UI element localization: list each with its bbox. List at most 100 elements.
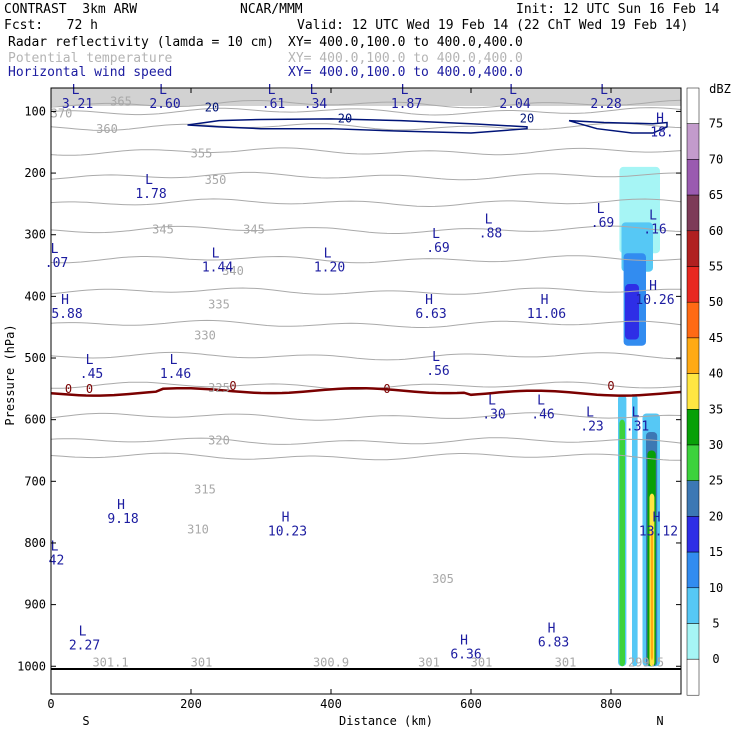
y-tick-label: 500 [24,351,46,365]
extremum-value: 13.12 [639,524,678,539]
theta-contour-330 [50,287,682,295]
theta-label: 320 [208,433,230,447]
extremum-value: .30 [482,407,505,422]
extremum-value: 6.36 [450,648,481,663]
theta-label: 310 [187,523,209,537]
colorbar-swatch [686,159,700,196]
colorbar-swatch [686,123,700,160]
extremum-type: H [548,621,556,636]
center-label: NCAR/MMM [240,2,303,17]
wind-contour-0 [50,386,682,397]
colorbar-swatch [686,587,700,624]
colorbar-label: 15 [709,545,723,559]
colorbar-swatch [686,373,700,410]
colorbar-label: 40 [709,367,723,381]
extremum-type: L [649,208,657,223]
field-wind-xy: XY= 400.0,100.0 to 400.0,400.0 [288,65,523,80]
field-reflectivity: Radar reflectivity (lamda = 10 cm) [8,35,275,50]
init-time: Init: 12 UTC Sun 16 Feb 14 [516,2,720,17]
theta-label: 345 [152,222,174,236]
extremum-type: H [282,510,290,525]
extremum-type: L [597,202,605,217]
colorbar-swatch [686,301,700,339]
theta-label: 301 [418,655,440,669]
theta-contour-335 [50,255,682,264]
x-tick-label: 400 [320,697,342,711]
extremum-value: .16 [643,222,666,237]
extremum-type: L [586,406,594,421]
extremum-value: 11.06 [527,307,566,322]
x-tick-label: 0 [47,697,54,711]
extremum-type: L [488,393,496,408]
extremum-type: H [425,293,433,308]
colorbar-swatch [686,194,700,232]
reflectivity-cell-6 [632,395,638,667]
extremum-type: L [86,353,94,368]
extremum-value: .56 [426,364,449,379]
extremum-value: 3.21 [62,97,93,112]
colorbar-label: 65 [709,188,723,202]
top-band [51,88,681,106]
extremum-value: .31 [626,420,649,435]
extremum-value: 1.20 [314,261,345,276]
extremum-type: H [649,279,657,294]
extremum-value: 2.60 [149,97,180,112]
extremum-value: .45 [80,367,103,382]
extremum-type: H [61,293,69,308]
theta-contour-305 [50,437,682,445]
wind-label: 20 [205,100,219,114]
extremum-type: L [537,393,545,408]
extremum-type: L [170,353,178,368]
theta-label: 345 [243,222,265,236]
extremum-type: L [72,83,80,98]
colorbar-label: 25 [709,474,723,488]
colorbar-label: 70 [709,152,723,166]
extremum-type: L [509,83,517,98]
theta-contour-301 [50,452,681,461]
y-tick-label: 100 [24,104,46,118]
theta-label: 315 [194,483,216,497]
colorbar-unit: dBZ [709,82,731,96]
colorbar-label: 75 [709,117,723,131]
colorbar-swatch [686,444,700,481]
field-theta: Potential temperature [8,51,173,66]
reflectivity-cell-3 [625,284,639,340]
extremum-value: .23 [580,420,603,435]
y-tick-label: 700 [24,474,46,488]
reflectivity-cell-11 [650,530,653,661]
extremum-value: .69 [426,241,449,256]
extremum-value: 10.26 [635,293,674,308]
colorbar-swatch [686,516,700,553]
forecast-hour: Fcst: 72 h [4,18,98,33]
y-tick-label: 800 [24,536,46,550]
colorbar-label: 50 [709,295,723,309]
colorbar-swatch [686,230,700,267]
extremum-value: 10.23 [268,524,307,539]
extremum-type: H [117,498,125,513]
plot-frame [50,87,682,695]
extremum-type: H [656,112,664,127]
theta-label: 330 [194,329,216,343]
colorbar-swatch [686,87,700,124]
colorbar-swatch [686,551,700,589]
contour-labels: 370 365 360 355 350 345 345 340 335 330 325 320 315 3… [51,94,664,669]
theta-label: 360 [96,122,118,136]
colorbar-label: 10 [709,581,723,595]
valid-time: Valid: 12 UTC Wed 19 Feb 14 (22 ChT Wed … [297,18,689,33]
extremum-type: L [485,213,493,228]
field-reflectivity-xy: XY= 400.0,100.0 to 400.0,400.0 [288,35,523,50]
y-tick-label: 400 [24,289,46,303]
theta-label: 301.1 [92,655,128,669]
y-tick-label: 200 [24,166,46,180]
theta-contour-365 [50,107,682,116]
theta-label: 325 [208,381,230,395]
extremum-value: 9.18 [107,512,138,527]
extrema-labels: L3.21L2.60L.61L.34L1.87L2.04L2.28H18.L1.… [45,83,678,663]
x-tick-label: 600 [460,697,482,711]
wind-contour-20-east [568,119,668,134]
extremum-type: L [145,173,153,188]
colorbar-label: 35 [709,402,723,416]
extremum-type: L [432,227,440,242]
colorbar-label: 30 [709,438,723,452]
